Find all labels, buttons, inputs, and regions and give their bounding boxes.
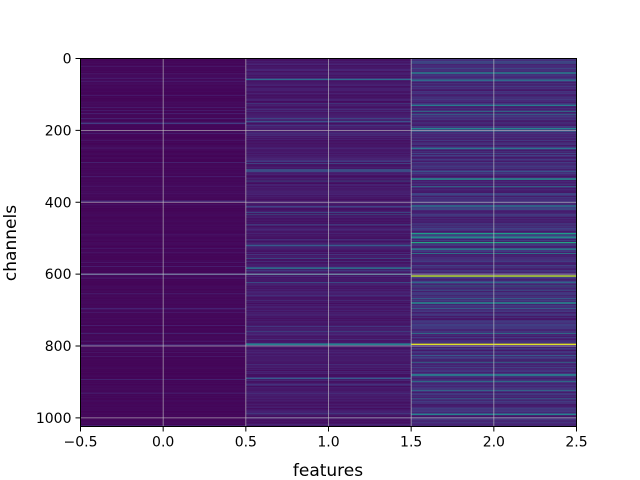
y-tick-label: 800	[45, 339, 72, 355]
y-axis-label: channels	[1, 205, 21, 281]
y-tick-label: 0	[63, 52, 72, 68]
y-tick-label: 1000	[36, 411, 72, 427]
x-tick-label: 2.0	[483, 435, 505, 451]
y-tick-label: 400	[45, 195, 72, 211]
x-tick-label: 0.0	[152, 435, 174, 451]
x-tick-label: 1.0	[317, 435, 339, 451]
y-tick-label: 200	[45, 123, 72, 139]
x-tick-label: 0.5	[235, 435, 257, 451]
x-axis-ticks: −0.5 0.0 0.5 1.0 1.5 2.0 2.5	[64, 426, 588, 451]
y-axis-ticks: 0 200 400 600 800 1000	[36, 52, 81, 427]
y-tick-label: 600	[45, 267, 72, 283]
x-tick-label: −0.5	[64, 435, 98, 451]
x-axis-label: features	[293, 461, 363, 480]
x-tick-label: 2.5	[565, 435, 587, 451]
x-tick-label: 1.5	[400, 435, 422, 451]
